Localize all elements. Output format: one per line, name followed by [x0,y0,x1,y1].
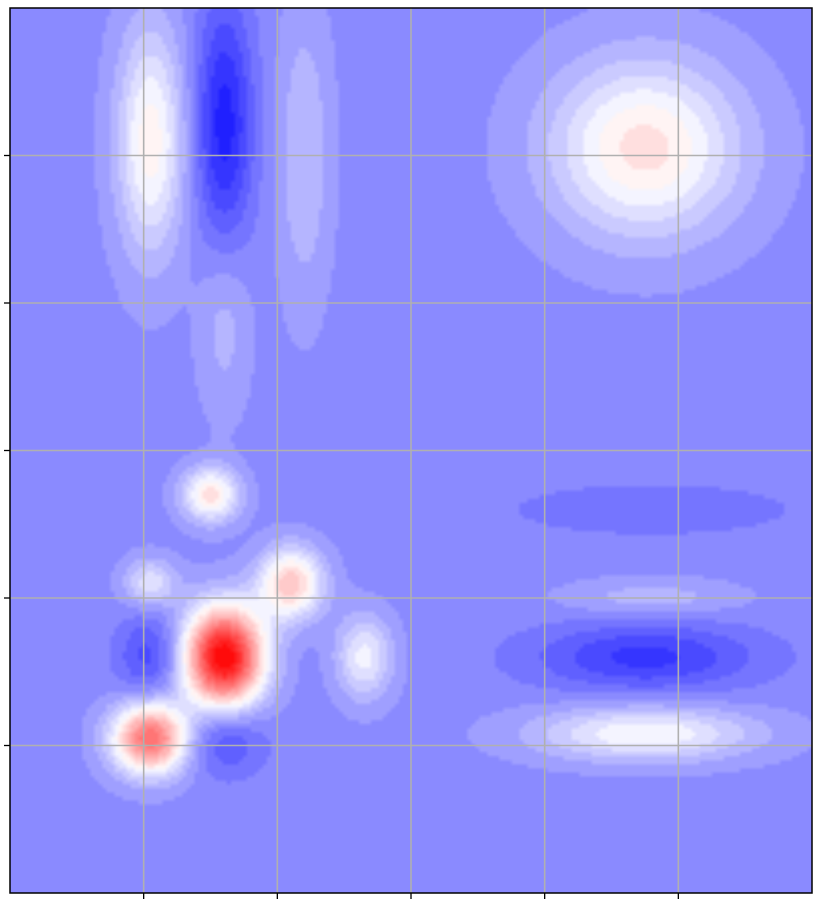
grid-lines [10,8,812,893]
axis-ticks [4,154,679,899]
